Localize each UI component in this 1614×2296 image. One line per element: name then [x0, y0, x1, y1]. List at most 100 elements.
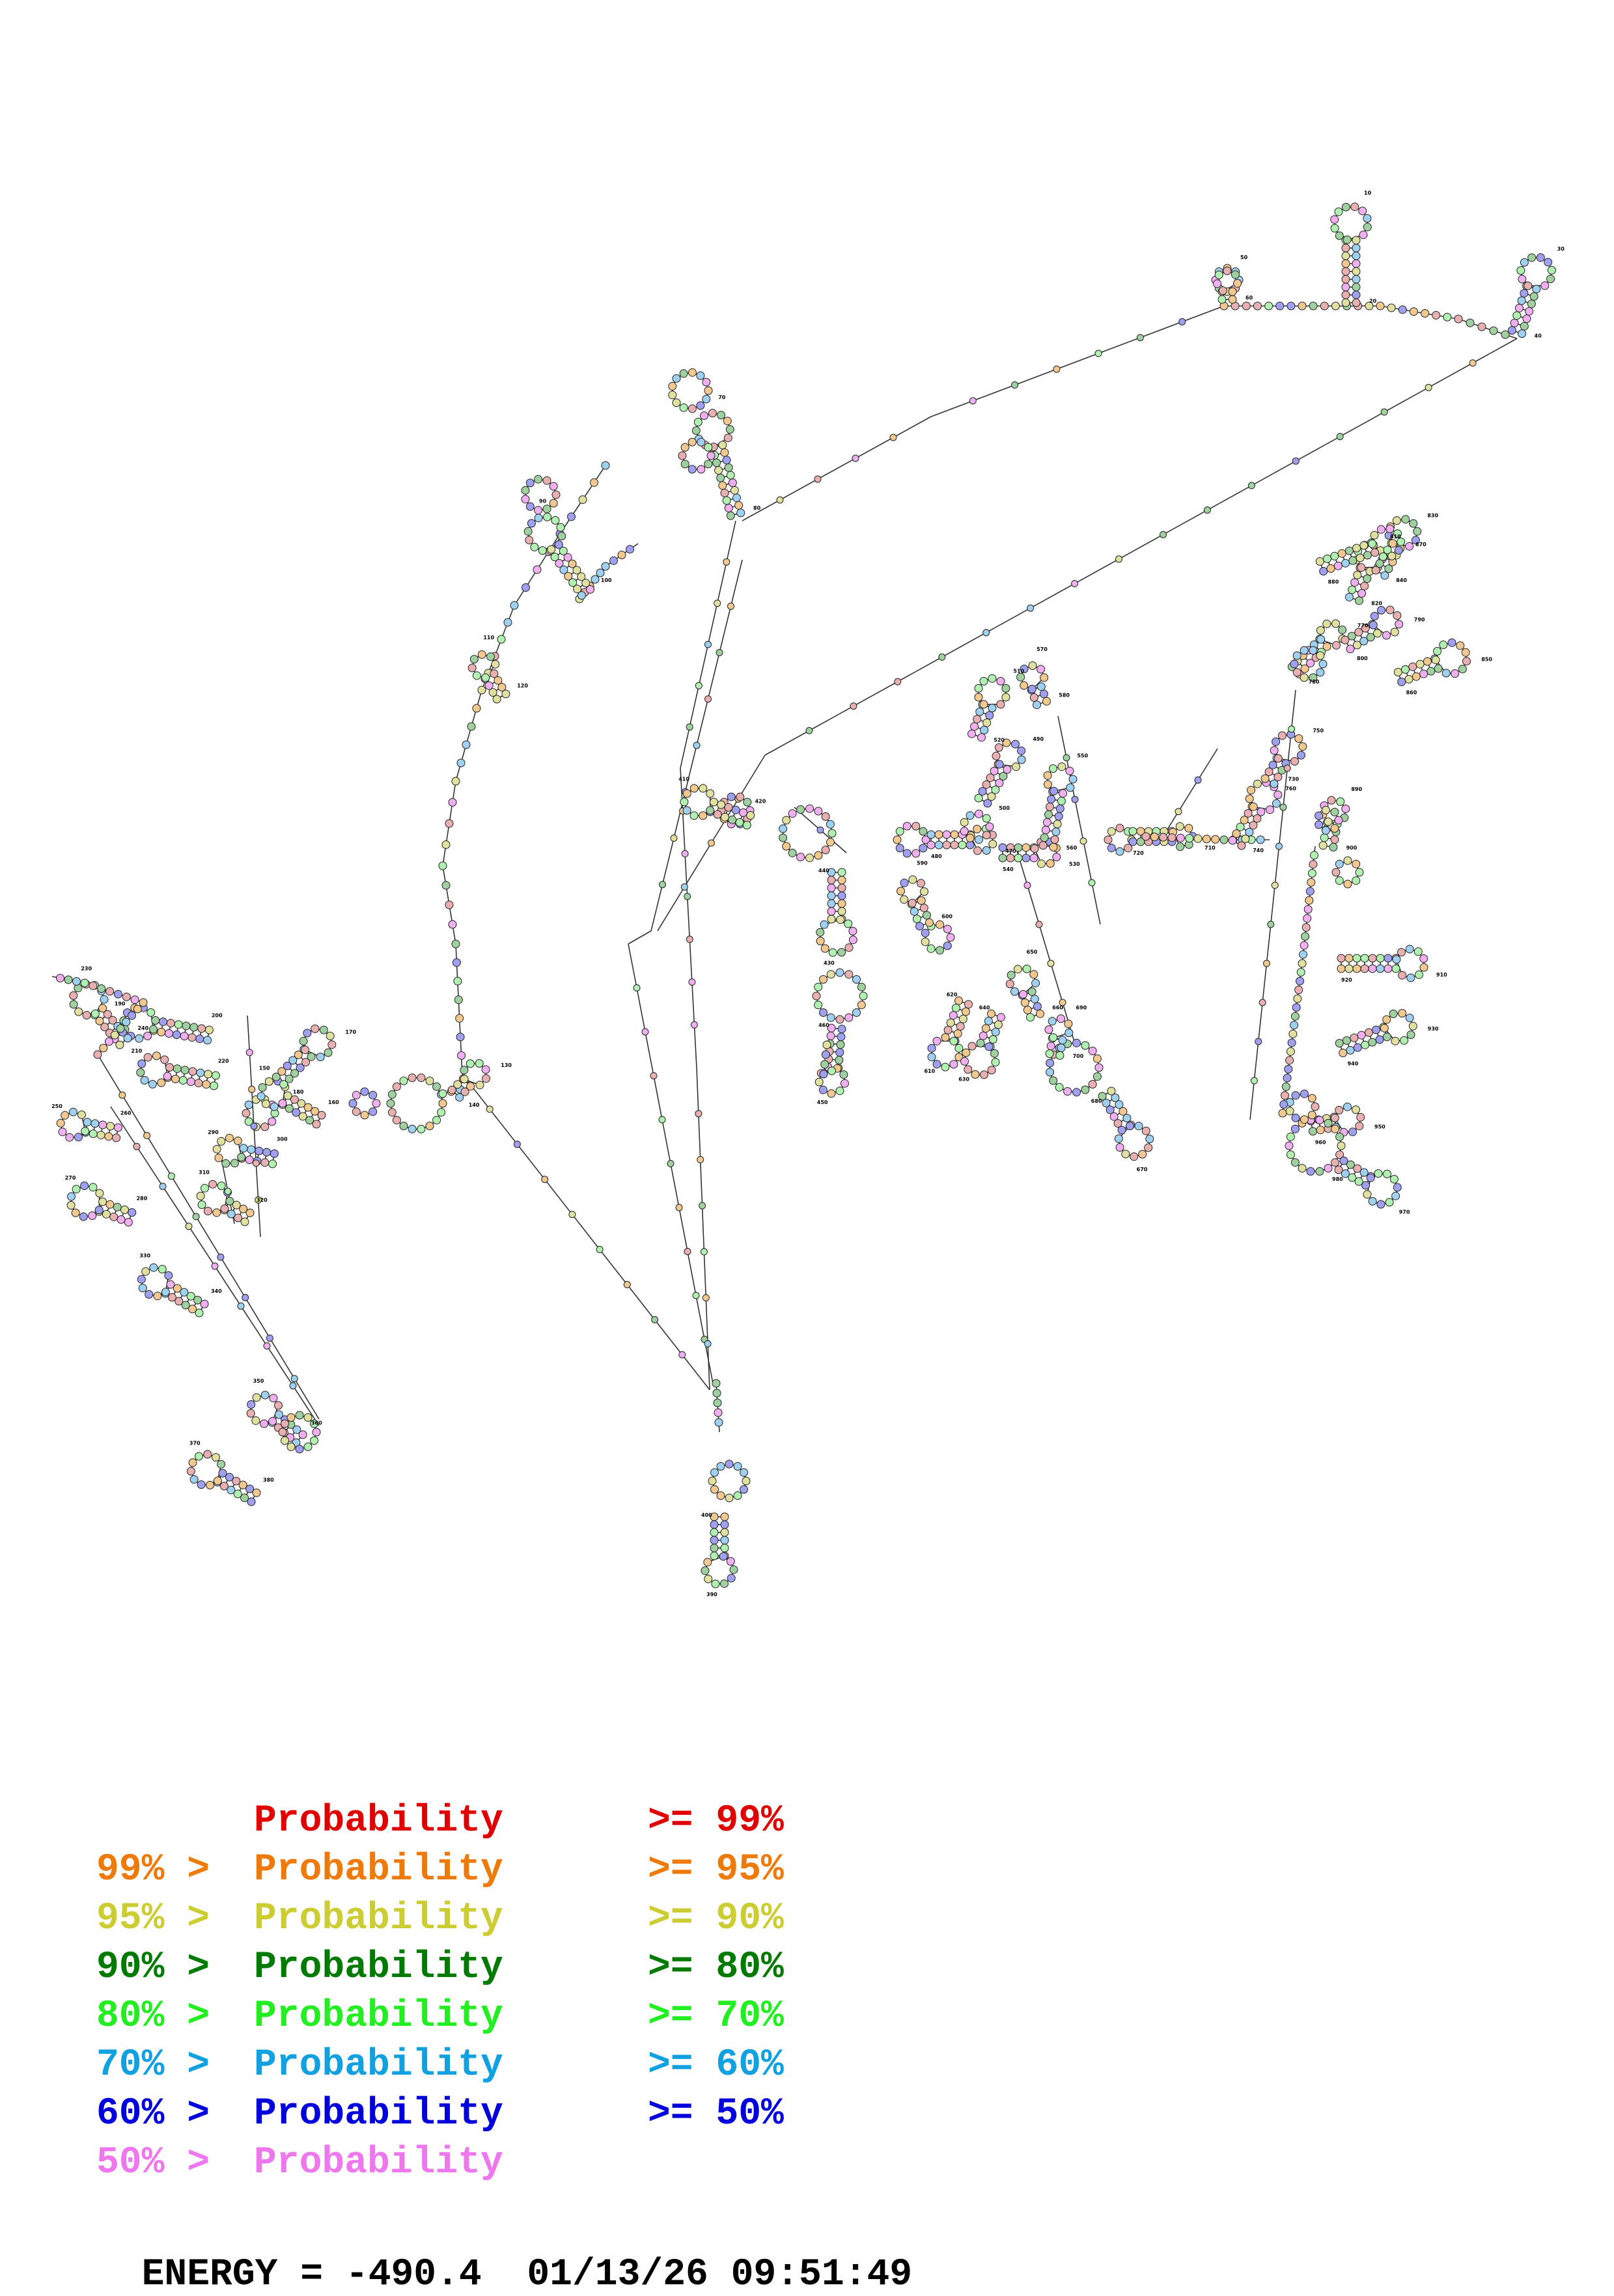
nucleotide-base — [1292, 458, 1299, 464]
nucleotide-base — [1395, 620, 1403, 628]
legend-threshold: >= 90% — [648, 1894, 784, 1943]
nucleotide-base — [729, 816, 736, 823]
nucleotide-base — [1369, 1038, 1376, 1046]
position-label: 560 — [1066, 845, 1078, 851]
nucleotide-base — [320, 1026, 327, 1034]
nucleotide-base — [1301, 933, 1309, 941]
nucleotide-base — [1044, 771, 1051, 779]
nucleotide-base — [659, 1116, 665, 1123]
nucleotide-base — [100, 995, 108, 1003]
position-label: 790 — [1414, 616, 1425, 622]
nucleotide-base — [1264, 960, 1270, 967]
nucleotide-base — [105, 1038, 113, 1045]
nucleotide-base — [711, 1469, 719, 1476]
nucleotide-base — [933, 1060, 941, 1068]
nucleotide-base — [806, 854, 814, 862]
nucleotide-base — [172, 1075, 180, 1083]
nucleotide-base — [828, 915, 835, 923]
legend-prefix: 50% > — [96, 2138, 249, 2187]
nucleotide-base — [1292, 1114, 1300, 1122]
nucleotide-base — [826, 820, 834, 828]
nucleotide-base — [1448, 639, 1456, 646]
nucleotide-base — [1427, 667, 1435, 675]
nucleotide-base — [845, 1014, 853, 1021]
nucleotide-base — [83, 1012, 90, 1019]
legend-threshold: >= 70% — [648, 1992, 784, 2041]
nucleotide-base — [788, 810, 796, 818]
nucleotide-base — [166, 1064, 174, 1072]
nucleotide-base — [596, 569, 604, 577]
nucleotide-base — [114, 990, 122, 998]
nucleotide-base — [372, 1100, 380, 1107]
nucleotide-base — [433, 1116, 441, 1124]
nucleotide-base — [962, 1049, 970, 1057]
nucleotide-base — [290, 1383, 296, 1389]
nucleotide-base — [1135, 1122, 1143, 1130]
nucleotide-base — [249, 1086, 255, 1092]
nucleotide-base — [1064, 1088, 1072, 1096]
nucleotide-base — [1378, 606, 1385, 614]
backbone-segment — [1058, 716, 1100, 924]
nucleotide-base — [955, 997, 963, 1004]
nucleotide-base — [975, 836, 983, 844]
nucleotide-base — [849, 927, 857, 935]
position-label: 60 — [1245, 295, 1253, 301]
nucleotide-base — [1393, 517, 1400, 525]
nucleotide-base — [838, 907, 846, 915]
nucleotide-base — [716, 650, 723, 656]
nucleotide-base — [725, 803, 732, 811]
nucleotide-base — [1048, 1017, 1056, 1025]
nucleotide-base — [1107, 827, 1115, 835]
nucleotide-base — [83, 1118, 91, 1126]
nucleotide-base — [1331, 1114, 1339, 1122]
nucleotide-base — [142, 1267, 150, 1275]
nucleotide-base — [179, 1077, 187, 1085]
nucleotide-base — [1116, 1144, 1124, 1152]
nucleotide-base — [195, 1452, 203, 1460]
nucleotide-base — [1292, 1092, 1300, 1100]
nucleotide-base — [1048, 795, 1055, 803]
nucleotide-base — [986, 712, 994, 719]
nucleotide-base — [710, 1521, 718, 1528]
nucleotide-base — [697, 465, 705, 473]
nucleotide-base — [1352, 236, 1360, 244]
nucleotide-base — [61, 1111, 69, 1119]
base-circles — [57, 203, 1556, 1588]
nucleotide-base — [1389, 1010, 1397, 1017]
nucleotide-base — [417, 1074, 425, 1082]
position-label: 90 — [539, 498, 547, 504]
nucleotide-base — [1463, 657, 1471, 665]
nucleotide-base — [828, 907, 835, 915]
position-label: 190 — [115, 1001, 126, 1006]
nucleotide-base — [1374, 1170, 1382, 1178]
nucleotide-base — [742, 1477, 750, 1485]
nucleotide-base — [697, 402, 704, 409]
nucleotide-base — [947, 1019, 954, 1027]
nucleotide-base — [222, 1159, 230, 1167]
nucleotide-base — [975, 810, 983, 818]
nucleotide-base — [1055, 812, 1063, 820]
nucleotide-base — [943, 942, 951, 950]
nucleotide-base — [1384, 965, 1392, 973]
nucleotide-base — [1353, 544, 1361, 552]
nucleotide-base — [719, 482, 727, 490]
nucleotide-base — [936, 947, 944, 954]
nucleotide-base — [688, 405, 696, 413]
nucleotide-base — [1374, 629, 1382, 637]
nucleotide-base — [190, 1476, 198, 1484]
nucleotide-base — [174, 1021, 182, 1029]
nucleotide-base — [1335, 1040, 1343, 1047]
nucleotide-base — [1298, 960, 1306, 967]
nucleotide-base — [1040, 674, 1048, 682]
nucleotide-base — [426, 1077, 434, 1085]
nucleotide-base — [1033, 701, 1041, 709]
nucleotide-base — [1335, 208, 1343, 215]
nucleotide-base — [1215, 271, 1223, 279]
nucleotide-base — [1093, 1055, 1101, 1062]
nucleotide-base — [568, 513, 576, 521]
nucleotide-base — [779, 834, 787, 842]
nucleotide-base — [838, 900, 846, 907]
nucleotide-base — [667, 1161, 674, 1167]
nucleotide-base — [1218, 296, 1226, 303]
nucleotide-base — [311, 1025, 319, 1032]
